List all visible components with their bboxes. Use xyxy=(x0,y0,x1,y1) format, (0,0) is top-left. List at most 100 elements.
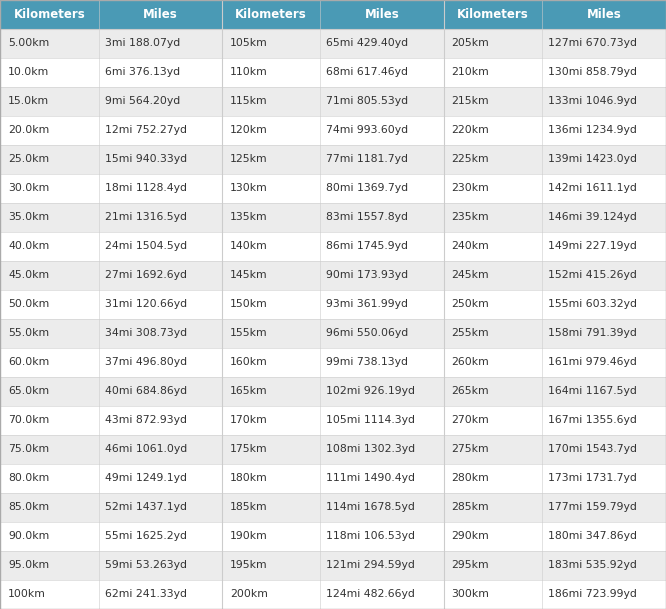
Bar xyxy=(222,377,320,406)
Bar xyxy=(99,86,222,116)
Text: 155mi 603.32yd: 155mi 603.32yd xyxy=(548,299,637,309)
Bar xyxy=(0,377,99,406)
Text: Kilometers: Kilometers xyxy=(235,8,307,21)
Text: 45.0km: 45.0km xyxy=(8,270,49,280)
Bar xyxy=(444,29,542,58)
Text: 255km: 255km xyxy=(452,328,490,339)
Bar xyxy=(444,145,542,174)
Bar xyxy=(222,174,320,203)
Text: 65mi 429.40yd: 65mi 429.40yd xyxy=(326,38,408,48)
Bar xyxy=(444,261,542,290)
Bar xyxy=(542,174,666,203)
Bar xyxy=(542,58,666,86)
Bar xyxy=(99,203,222,232)
Bar xyxy=(444,86,542,116)
Text: 80mi 1369.7yd: 80mi 1369.7yd xyxy=(326,183,408,193)
Text: 77mi 1181.7yd: 77mi 1181.7yd xyxy=(326,154,408,164)
Bar xyxy=(542,203,666,232)
Text: 124mi 482.66yd: 124mi 482.66yd xyxy=(326,590,415,599)
Text: 37mi 496.80yd: 37mi 496.80yd xyxy=(105,357,186,367)
Text: 165km: 165km xyxy=(230,386,268,396)
Text: 71mi 805.53yd: 71mi 805.53yd xyxy=(326,96,408,106)
Text: 70.0km: 70.0km xyxy=(8,415,49,425)
Bar xyxy=(444,58,542,86)
Bar xyxy=(542,551,666,580)
Bar xyxy=(444,232,542,261)
Text: 95.0km: 95.0km xyxy=(8,560,49,571)
Text: 40.0km: 40.0km xyxy=(8,241,49,252)
Text: 30.0km: 30.0km xyxy=(8,183,49,193)
Bar xyxy=(444,406,542,435)
Bar xyxy=(444,580,542,609)
Text: 96mi 550.06yd: 96mi 550.06yd xyxy=(326,328,409,339)
Text: 220km: 220km xyxy=(452,125,490,135)
Bar xyxy=(222,493,320,522)
Bar xyxy=(542,29,666,58)
Text: 170km: 170km xyxy=(230,415,268,425)
Bar xyxy=(542,319,666,348)
Text: 145km: 145km xyxy=(230,270,268,280)
Text: 100km: 100km xyxy=(8,590,46,599)
Bar xyxy=(222,86,320,116)
Bar xyxy=(99,261,222,290)
Text: Kilometers: Kilometers xyxy=(13,8,85,21)
Text: 114mi 1678.5yd: 114mi 1678.5yd xyxy=(326,502,415,512)
Text: 50.0km: 50.0km xyxy=(8,299,49,309)
Text: Miles: Miles xyxy=(587,8,621,21)
Bar xyxy=(320,348,444,377)
Text: 34mi 308.73yd: 34mi 308.73yd xyxy=(105,328,186,339)
Bar xyxy=(222,290,320,319)
Text: 280km: 280km xyxy=(452,473,490,484)
Text: 265km: 265km xyxy=(452,386,490,396)
Bar xyxy=(99,348,222,377)
Text: 133mi 1046.9yd: 133mi 1046.9yd xyxy=(548,96,637,106)
Text: 295km: 295km xyxy=(452,560,490,571)
Bar xyxy=(99,29,222,58)
Bar xyxy=(444,203,542,232)
Text: 65.0km: 65.0km xyxy=(8,386,49,396)
Bar xyxy=(542,580,666,609)
Text: 130km: 130km xyxy=(230,183,268,193)
Text: 175km: 175km xyxy=(230,445,268,454)
Text: 127mi 670.73yd: 127mi 670.73yd xyxy=(548,38,637,48)
Bar xyxy=(444,522,542,551)
Bar xyxy=(444,0,542,29)
Bar xyxy=(99,58,222,86)
Bar xyxy=(99,145,222,174)
Bar xyxy=(320,145,444,174)
Bar xyxy=(0,551,99,580)
Bar xyxy=(0,203,99,232)
Text: 55mi 1625.2yd: 55mi 1625.2yd xyxy=(105,532,186,541)
Bar xyxy=(444,116,542,145)
Text: 260km: 260km xyxy=(452,357,490,367)
Bar xyxy=(320,174,444,203)
Bar xyxy=(320,377,444,406)
Text: 164mi 1167.5yd: 164mi 1167.5yd xyxy=(548,386,637,396)
Bar xyxy=(222,551,320,580)
Text: 68mi 617.46yd: 68mi 617.46yd xyxy=(326,67,408,77)
Bar xyxy=(0,0,99,29)
Bar xyxy=(320,58,444,86)
Bar xyxy=(99,377,222,406)
Bar xyxy=(542,522,666,551)
Text: 52mi 1437.1yd: 52mi 1437.1yd xyxy=(105,502,186,512)
Text: 6mi 376.13yd: 6mi 376.13yd xyxy=(105,67,180,77)
Text: 250km: 250km xyxy=(452,299,490,309)
Bar xyxy=(99,551,222,580)
Text: 130mi 858.79yd: 130mi 858.79yd xyxy=(548,67,637,77)
Text: 74mi 993.60yd: 74mi 993.60yd xyxy=(326,125,408,135)
Bar xyxy=(320,493,444,522)
Bar xyxy=(320,203,444,232)
Text: 135km: 135km xyxy=(230,213,268,222)
Bar xyxy=(0,319,99,348)
Text: 83mi 1557.8yd: 83mi 1557.8yd xyxy=(326,213,408,222)
Text: 158mi 791.39yd: 158mi 791.39yd xyxy=(548,328,637,339)
Text: 170mi 1543.7yd: 170mi 1543.7yd xyxy=(548,445,637,454)
Text: 90.0km: 90.0km xyxy=(8,532,49,541)
Text: 18mi 1128.4yd: 18mi 1128.4yd xyxy=(105,183,186,193)
Text: 24mi 1504.5yd: 24mi 1504.5yd xyxy=(105,241,186,252)
Bar xyxy=(320,551,444,580)
Bar xyxy=(222,580,320,609)
Bar xyxy=(0,29,99,58)
Text: 3mi 188.07yd: 3mi 188.07yd xyxy=(105,38,180,48)
